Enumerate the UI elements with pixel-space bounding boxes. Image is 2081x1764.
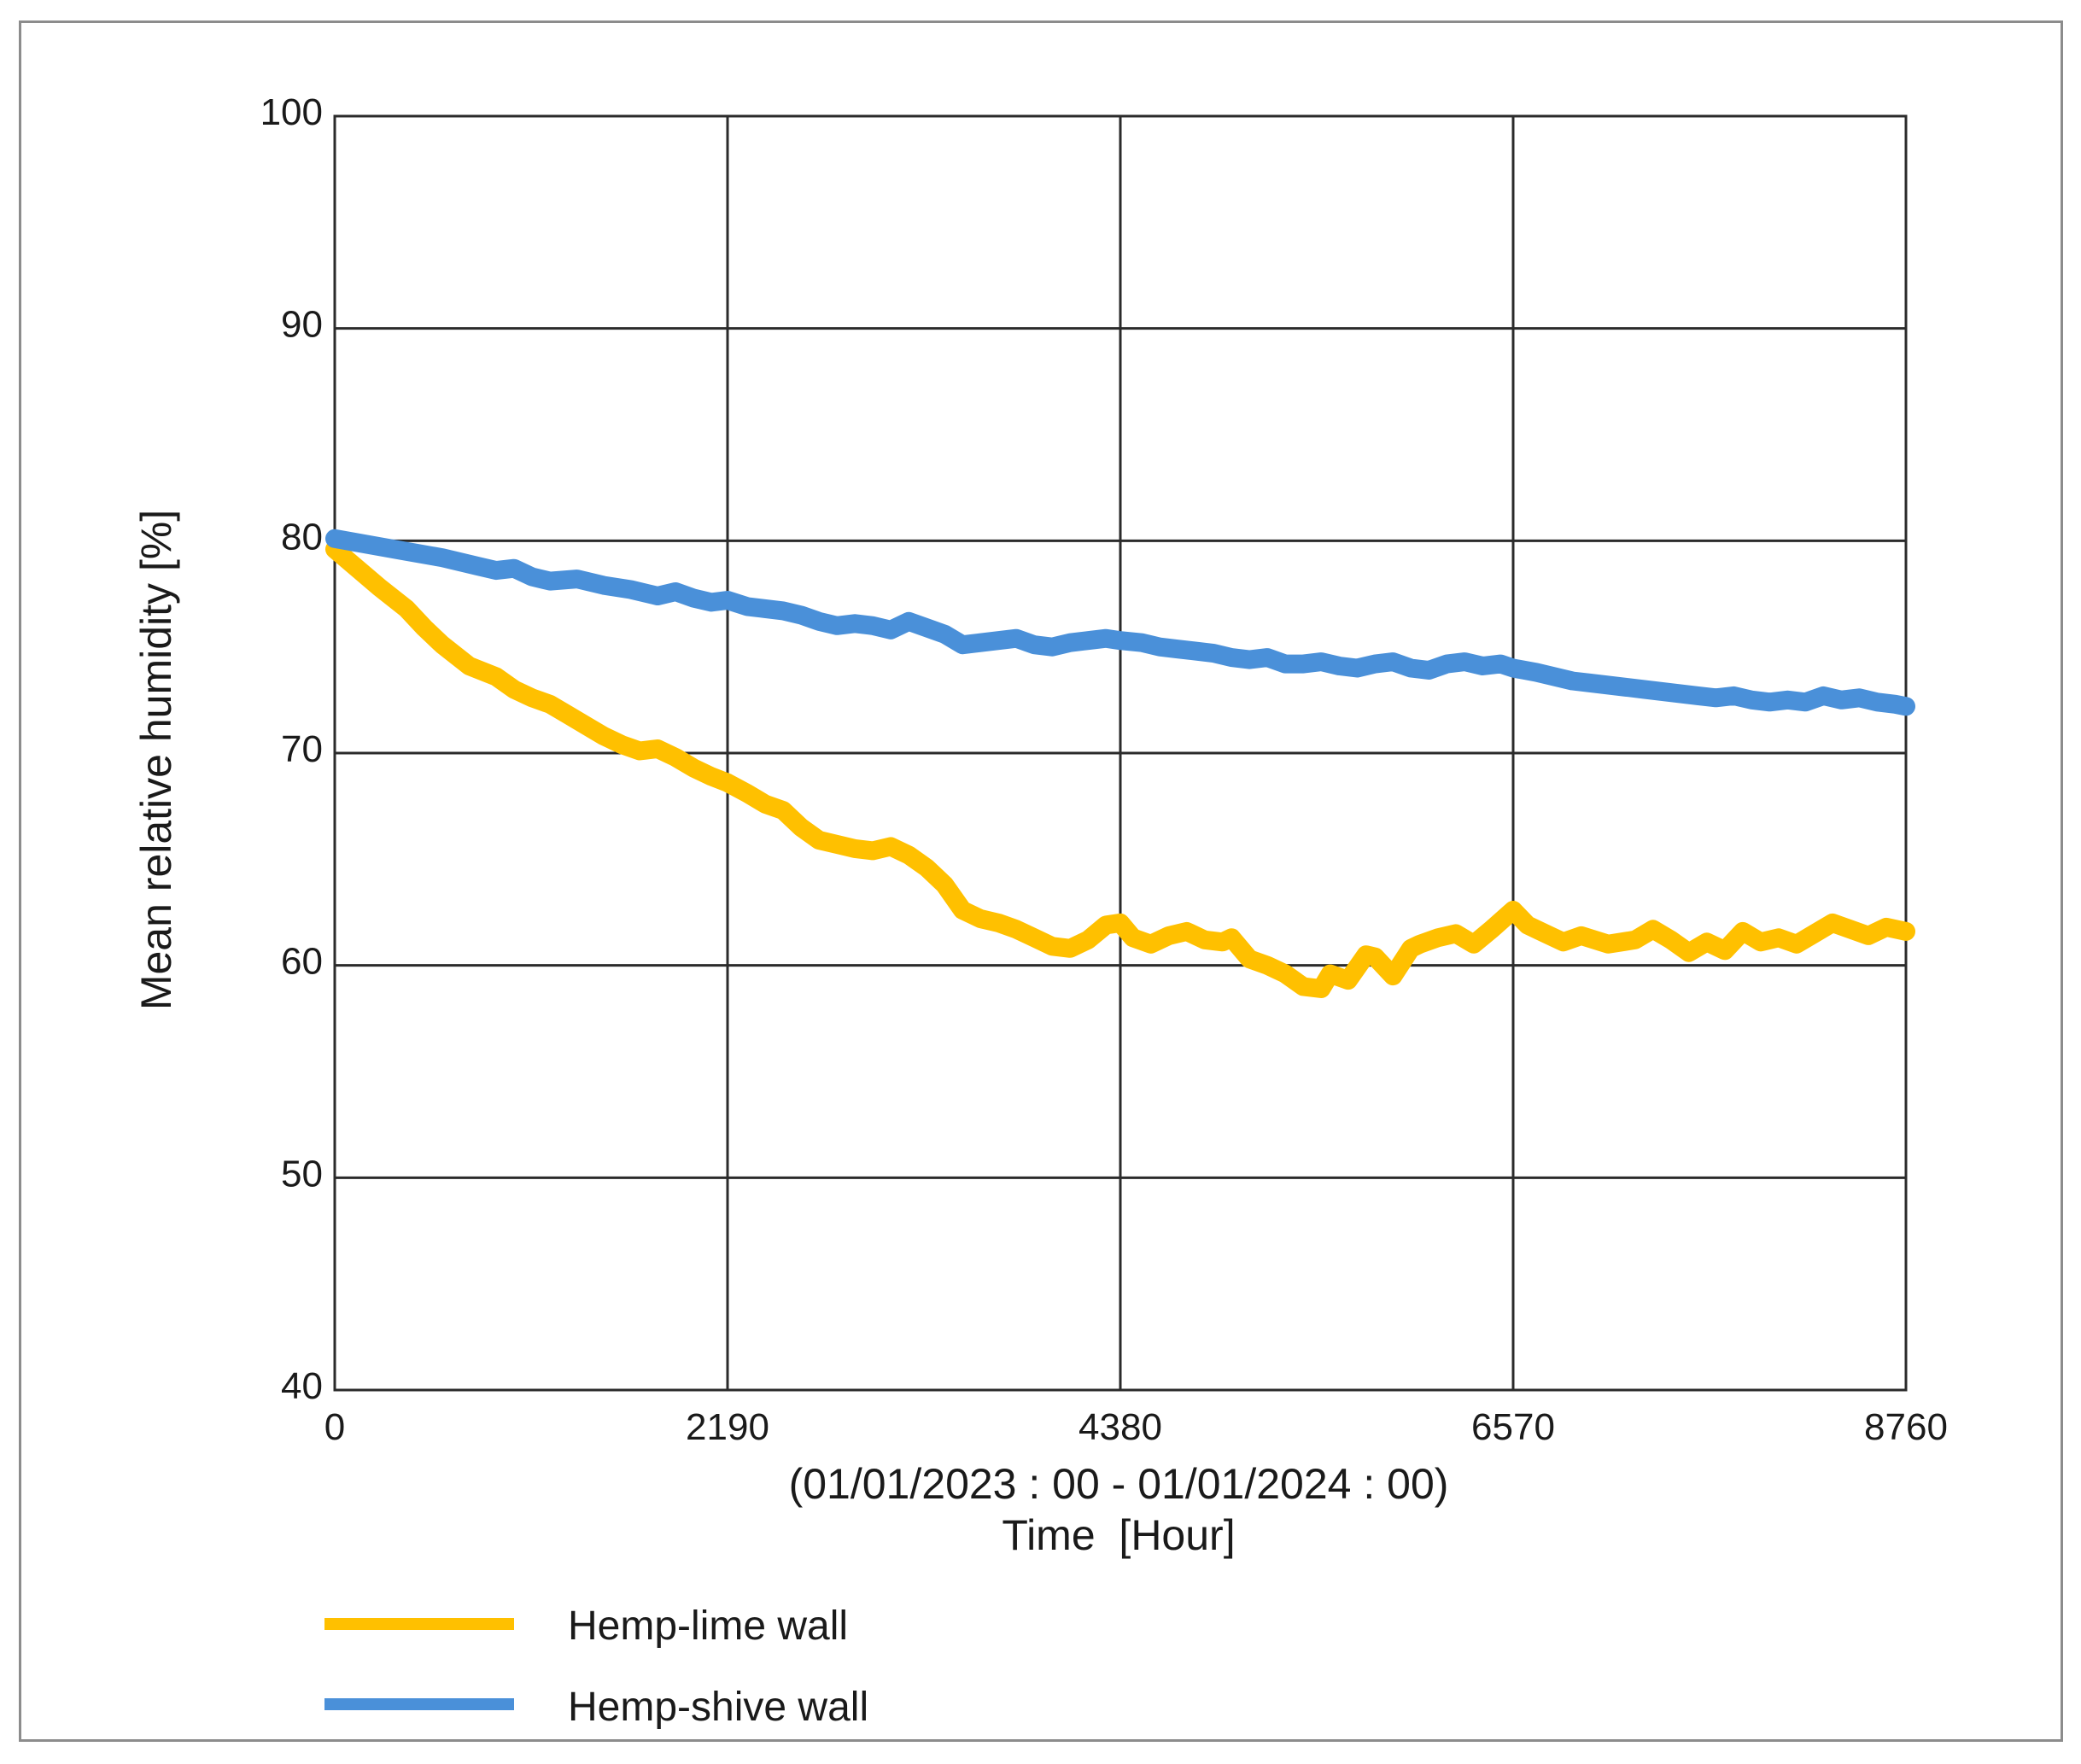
series-line-hemp-lime-wall [325,540,1915,998]
series-line-hemp-shive-wall [325,529,1915,716]
x-axis-label: Time [Hour] [1002,1511,1235,1559]
y-tick-label: 40 [281,1365,323,1407]
x-tick-label: 6570 [1471,1406,1555,1448]
x-tick-label: 4380 [1078,1406,1162,1448]
x-tick-label: 2190 [686,1406,769,1448]
x-tick-label: 0 [324,1406,345,1448]
x-axis-sublabel: (01/01/2023 : 00 - 01/01/2024 : 00) [789,1460,1449,1508]
y-tick-label: 80 [281,516,323,558]
series-group [325,529,1915,998]
x-tick-label: 8760 [1864,1406,1948,1448]
y-tick-label: 60 [281,941,323,983]
plot-area-border [333,114,1908,1392]
legend-label-hemp-lime: Hemp-lime wall [568,1603,848,1649]
y-tick-label: 90 [281,304,323,346]
y-tick-label: 100 [260,91,323,133]
y-tick-labels: 40 50 60 70 80 90 100 [260,91,323,1407]
legend-label-hemp-shive: Hemp-shive wall [568,1685,868,1730]
legend: Hemp-lime wall Hemp-shive wall [324,1603,868,1730]
x-tick-labels: 0 2190 4380 6570 8760 [324,1406,1948,1448]
y-tick-label: 50 [281,1153,323,1194]
grid-lines [333,114,1908,1392]
y-axis-label: Mean relative humidity [%] [132,510,180,1010]
y-tick-label: 70 [281,728,323,770]
figure-frame [19,20,2063,1742]
